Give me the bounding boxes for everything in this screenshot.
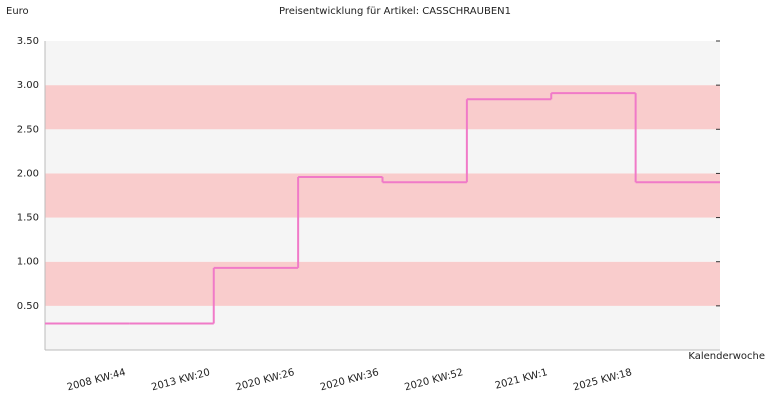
x-tick-label: 2013 KW:20 [150, 367, 211, 393]
y-tick-label: 3.50 [17, 36, 39, 47]
background-band [45, 305, 720, 350]
y-tick-label: 3.00 [17, 80, 39, 91]
background-band [45, 217, 720, 262]
x-tick-label: 2025 KW:18 [572, 367, 633, 393]
x-tick-label: 2020 KW:36 [319, 367, 380, 393]
y-tick-label: 0.50 [17, 301, 39, 312]
x-tick-label: 2020 KW:52 [403, 367, 464, 393]
x-tick-label: 2020 KW:26 [235, 367, 296, 393]
background-band [45, 261, 720, 306]
y-tick-label: 2.50 [17, 124, 39, 135]
background-band [45, 41, 720, 86]
y-tick-label: 1.50 [17, 213, 39, 224]
chart-title: Preisentwicklung für Artikel: CASSCHRAUB… [279, 6, 511, 17]
y-axis-title: Euro [6, 6, 29, 17]
x-tick-label: 2008 KW:44 [66, 367, 127, 393]
x-axis-title: Kalenderwoche [688, 351, 765, 362]
y-tick-label: 2.00 [17, 168, 39, 179]
background-band [45, 129, 720, 174]
x-tick-label: 2021 KW:1 [494, 367, 549, 392]
background-band [45, 85, 720, 130]
y-tick-label: 1.00 [17, 257, 39, 268]
